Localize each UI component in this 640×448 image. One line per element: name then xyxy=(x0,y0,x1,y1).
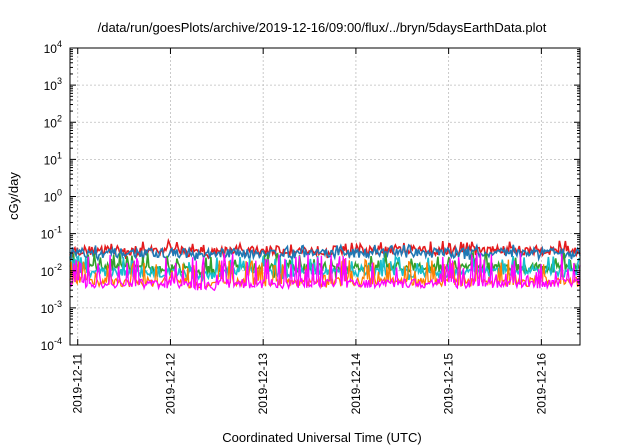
y-tick-label: 101 xyxy=(44,150,62,167)
series-line xyxy=(69,254,581,283)
y-axis-title: cGy/day xyxy=(6,172,21,220)
x-tick-label: 2019-12-13 xyxy=(256,353,270,415)
series-line xyxy=(69,243,581,263)
y-tick-label: 10-4 xyxy=(41,336,62,353)
y-tick-label: 10-1 xyxy=(41,225,62,242)
y-tick-label: 102 xyxy=(44,113,62,130)
gridlines xyxy=(70,48,580,345)
x-tick-label: 2019-12-11 xyxy=(71,353,85,414)
x-axis: 2019-12-11 2019-12-12 2019-12-13 2019-12-14… xyxy=(71,48,548,415)
y-tick-label: 100 xyxy=(44,188,62,205)
x-tick-label: 2019-12-12 xyxy=(163,353,177,415)
y-axis: 10-4 10-3 10-2 10-1 100 101 102 103 104 xyxy=(41,39,580,353)
series-group xyxy=(69,237,581,292)
series-line xyxy=(69,253,581,292)
y-tick-label: 103 xyxy=(44,76,62,93)
y-tick-label: 104 xyxy=(44,39,62,56)
x-tick-label: 2019-12-16 xyxy=(534,353,548,415)
x-axis-title: Coordinated Universal Time (UTC) xyxy=(222,430,421,445)
plot-title: /data/run/goesPlots/archive/2019-12-16/0… xyxy=(98,20,547,35)
y-tick-label: 10-2 xyxy=(41,262,62,279)
x-tick-label: 2019-12-15 xyxy=(442,353,456,415)
y-tick-label: 10-3 xyxy=(41,299,62,316)
x-tick-label: 2019-12-14 xyxy=(349,353,363,415)
